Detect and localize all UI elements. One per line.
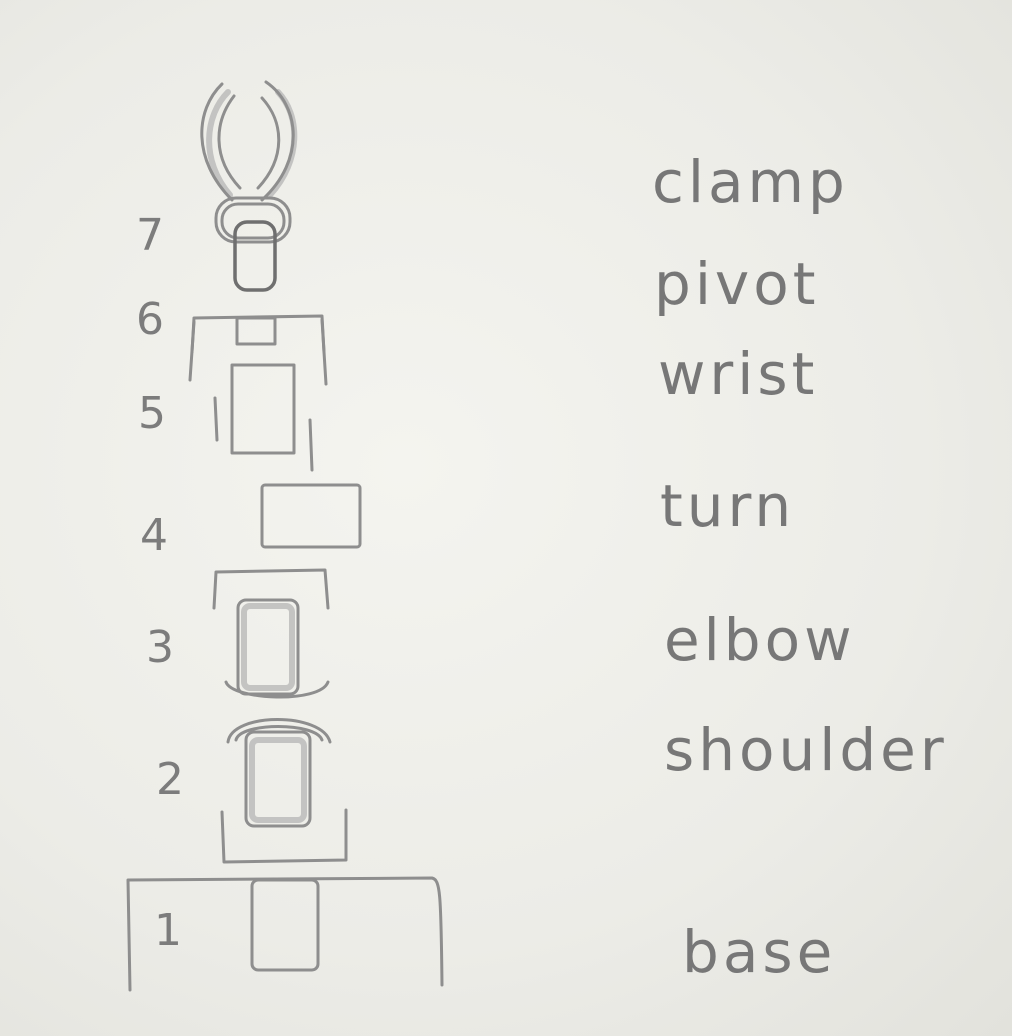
segment-number-5: 5	[138, 388, 166, 439]
segment-number-6: 6	[136, 294, 164, 345]
segment-label-shoulder: shoulder	[664, 716, 948, 784]
clamp-jaws	[200, 80, 298, 202]
segment-label-base: base	[682, 918, 837, 986]
segment-number-3: 3	[146, 622, 174, 673]
elbow-joint	[212, 568, 330, 699]
segment-number-4: 4	[140, 510, 168, 561]
segment-label-clamp: clamp	[652, 148, 849, 216]
turn-joint	[260, 483, 362, 549]
base-joint	[126, 876, 444, 992]
segment-label-wrist: wrist	[658, 340, 819, 408]
segment-label-turn: turn	[660, 472, 796, 540]
segment-number-2: 2	[156, 754, 184, 805]
shoulder-joint	[220, 718, 348, 864]
segment-label-elbow: elbow	[664, 606, 856, 674]
segment-number-7: 7	[136, 210, 164, 261]
clamp-ring	[214, 196, 292, 244]
segment-number-1: 1	[154, 905, 182, 956]
pivot-joint	[233, 220, 277, 292]
wrist-joint	[188, 314, 328, 472]
segment-label-pivot: pivot	[654, 250, 820, 318]
